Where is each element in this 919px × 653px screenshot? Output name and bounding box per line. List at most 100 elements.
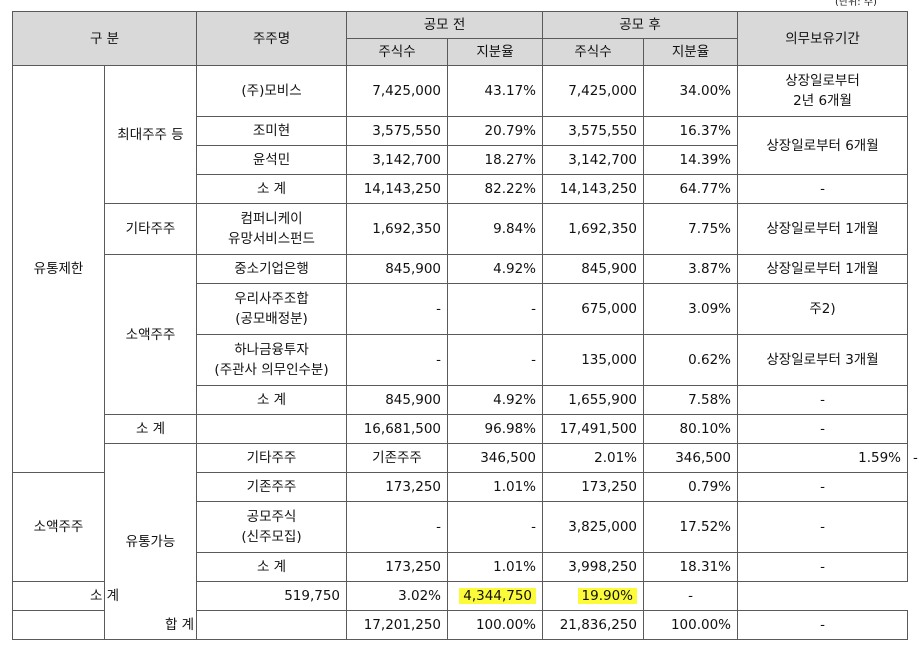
holder-name-line-1: 하나금융투자 [234,342,309,358]
highlighted-value: 19.90% [577,588,638,604]
ratio-before: 4.92% [447,385,544,415]
header-shares-before: 주식수 [346,38,449,66]
header-ratio-before: 지분율 [447,38,544,66]
holder-name: 기존주주 [196,472,348,502]
lockup-period: - [737,501,909,553]
shares-after: 3,142,700 [542,145,645,175]
lockup-period: 상장일로부터 3개월 [737,334,909,386]
ratio-after: 64.77% [643,174,739,204]
group-largest: 최대주주 등 [103,65,198,204]
ratio-after: 7.58% [643,385,739,415]
shares-after: 1,655,900 [542,385,645,415]
table-row: 소액주주 중소기업은행 845,900 4.92% 845,900 3.87% … [13,254,909,415]
lockup-period: - [737,414,909,444]
holder-name: 중소기업은행 [196,254,348,284]
ratio-after: 7.75% [643,203,739,255]
ratio-after: 18.31% [643,552,739,582]
holder-name-line-1: 우리사주조합 [234,291,309,307]
ratio-after: 19.90% [542,581,645,611]
shares-before: 17,201,250 [346,610,449,640]
subtotal-label: 소 계 [196,385,348,415]
holder-name-line-1: 공모주식 [246,509,297,525]
ratio-after: 3.87% [643,254,739,284]
ratio-after: 14.39% [643,145,739,175]
subtotal-row: 소 계 14,143,250 82.22% 14,143,250 64.77% … [13,174,909,204]
header-ratio-after: 지분율 [643,38,739,66]
group-restricted: 유통제한 [12,65,105,473]
shares-before: - [346,501,449,553]
ratio-before: 3.02% [346,581,449,611]
subtotal-row: 소 계 173,250 1.01% 3,998,250 18.31% - [13,552,909,582]
total-label: 합 계 [11,610,348,640]
subtotal-label: 소 계 [196,174,348,204]
shares-before: 346,500 [447,443,544,473]
table-row: 윤석민 3,142,700 18.27% 3,142,700 14.39% [13,145,908,175]
header-after: 공모 후 [542,11,739,39]
shares-after: 4,344,750 [447,581,544,611]
subtotal-label: 소 계 [103,414,198,444]
shares-after: 3,998,250 [542,552,645,582]
shares-after: 173,250 [542,472,645,502]
table-row: 유통제한 최대주주 등 (주)모비스 7,425,000 43.17% 7,42… [12,65,909,473]
lockup-period: - [737,610,909,640]
holder-name-line-1: 컴퍼니케이 [240,211,303,227]
ratio-before: 43.17% [447,65,544,117]
shares-before: 1,692,350 [346,203,449,255]
shares-after: 21,836,250 [542,610,645,640]
shares-before: 16,681,500 [346,414,449,444]
table-row: 우리사주조합 (공모배정분) - - 675,000 3.09% 주2) [13,283,909,335]
holder-name-line-2: 유망서비스펀드 [228,231,315,247]
holder-name: 공모주식 (신주모집) [196,501,348,553]
header-row-1: 구 분 주주명 공모 전 공모 후 의무보유기간 [11,11,909,66]
ratio-after: 100.00% [643,610,739,640]
header-gubun: 구 분 [11,11,198,66]
ratio-before: 1.01% [447,552,544,582]
group-other: 기타주주 [103,203,198,255]
ratio-before: 100.00% [447,610,544,640]
ratio-before: 82.22% [447,174,544,204]
holder-name: 하나금융투자 (주관사 의무인수분) [196,334,348,386]
shares-after: 14,143,250 [542,174,645,204]
shares-before: 173,250 [346,472,449,502]
shares-after: 346,500 [643,443,739,473]
lockup-period: - [737,174,909,204]
unit-note: (단위: 주) [835,0,877,6]
holder-name-line-2: (공모배정분) [235,311,308,327]
holder-name: 기존주주 [346,443,449,473]
table-row: 소액주주 기존주주 173,250 1.01% 173,250 0.79% - [12,472,909,582]
lockup-period: - [737,385,909,415]
holder-name: 컴퍼니케이 유망서비스펀드 [196,203,348,255]
shares-before: 14,143,250 [346,174,449,204]
holder-name-line-2: (신주모집) [241,529,302,545]
holder-name: 우리사주조합 (공모배정분) [196,283,348,335]
ratio-after: 17.52% [643,501,739,553]
ratio-before: 9.84% [447,203,544,255]
ratio-after: 0.79% [643,472,739,502]
shares-before: - [346,283,449,335]
subtotal-label: 소 계 [11,581,198,611]
shares-before: 3,575,550 [346,116,449,146]
shares-after: 3,825,000 [542,501,645,553]
shares-before: 173,250 [346,552,449,582]
shares-before: - [346,334,449,386]
subtotal-row: 소 계 519,750 3.02% 4,344,750 19.90% - [11,581,908,611]
group-minority: 소액주주 [12,472,105,582]
shares-before: 7,425,000 [346,65,449,117]
header-lockup: 의무보유기간 [737,11,909,66]
ratio-after: 1.59% [737,443,909,473]
lockup-period: - [737,552,909,582]
lockup-period: 상장일로부터 1개월 [737,254,909,284]
shares-after: 135,000 [542,334,645,386]
ratio-before: 4.92% [447,254,544,284]
ratio-after: 34.00% [643,65,739,117]
ratio-before: - [447,334,544,386]
lockup-period: 상장일로부터 6개월 [737,116,909,175]
ratio-before: 18.27% [447,145,544,175]
group-minority: 소액주주 [103,254,198,415]
empty-cell [196,414,348,444]
lockup-period: 상장일로부터 2년 6개월 [737,65,909,117]
shares-after: 7,425,000 [542,65,645,117]
holder-name: 조미현 [196,116,348,146]
shareholder-table: 구 분 주주명 공모 전 공모 후 의무보유기간 주식수 지분율 주식수 지분율… [11,11,918,640]
ratio-before: 96.98% [447,414,544,444]
